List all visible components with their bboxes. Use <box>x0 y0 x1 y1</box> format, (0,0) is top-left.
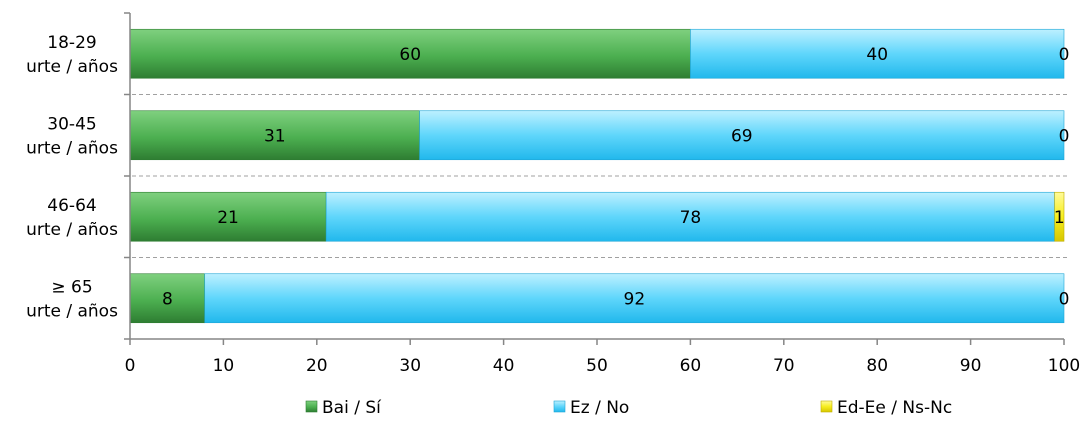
data-label: 8 <box>162 289 173 309</box>
plot-area: 60 40 0 18-29 urte / años 31 69 0 30-45 urte / añ… <box>26 12 1080 376</box>
x-tick-label: 90 <box>960 356 982 376</box>
legend-label: Ed-Ee / Ns-Nc <box>837 398 952 418</box>
data-label: 1 <box>1054 208 1065 228</box>
bar-segment <box>419 110 1065 161</box>
legend-item: Ed-Ee / Ns-Nc <box>820 398 952 418</box>
category-label: ≥ 65 <box>51 277 92 297</box>
x-tick-label: 10 <box>213 356 235 376</box>
bar-segment <box>690 28 1065 79</box>
data-label: 0 <box>1059 126 1070 146</box>
bar-segment <box>204 273 1065 324</box>
category-label: urte / años <box>26 220 118 240</box>
x-tick-label: 40 <box>493 356 515 376</box>
category-label: urte / años <box>26 301 118 321</box>
x-tick-label: 70 <box>773 356 795 376</box>
data-label: 69 <box>731 126 753 146</box>
x-tick-label: 20 <box>306 356 328 376</box>
data-label: 0 <box>1059 289 1070 309</box>
x-tick-label: 30 <box>399 356 421 376</box>
legend-label: Ez / No <box>570 398 629 418</box>
legend-item: Bai / Sí <box>305 398 382 418</box>
legend-swatch <box>305 400 318 413</box>
data-label: 31 <box>264 126 286 146</box>
x-tick-label: 60 <box>680 356 702 376</box>
legend-item: Ez / No <box>553 398 629 418</box>
data-label: 21 <box>217 208 239 228</box>
category-label: 30-45 <box>47 114 96 134</box>
legend-swatch <box>553 400 566 413</box>
data-label: 40 <box>866 45 888 65</box>
category-label: 46-64 <box>47 196 96 216</box>
category-label: 18-29 <box>47 33 96 53</box>
data-label: 0 <box>1059 45 1070 65</box>
x-tick-label: 0 <box>125 356 136 376</box>
legend-swatch <box>820 400 833 413</box>
legend-label: Bai / Sí <box>322 398 382 418</box>
category-label: urte / años <box>26 57 118 77</box>
x-tick-label: 50 <box>586 356 608 376</box>
data-label: 60 <box>399 45 421 65</box>
bar-segment <box>325 191 1055 242</box>
data-label: 92 <box>624 289 646 309</box>
bar-segment <box>1054 191 1065 242</box>
x-tick-label: 100 <box>1048 356 1080 376</box>
category-label: urte / años <box>26 138 118 158</box>
bar-segment <box>129 273 206 324</box>
x-tick-label: 80 <box>866 356 888 376</box>
legend: Bai / Sí Ez / No Ed-Ee / Ns-Nc <box>305 398 952 418</box>
data-label: 78 <box>680 208 702 228</box>
